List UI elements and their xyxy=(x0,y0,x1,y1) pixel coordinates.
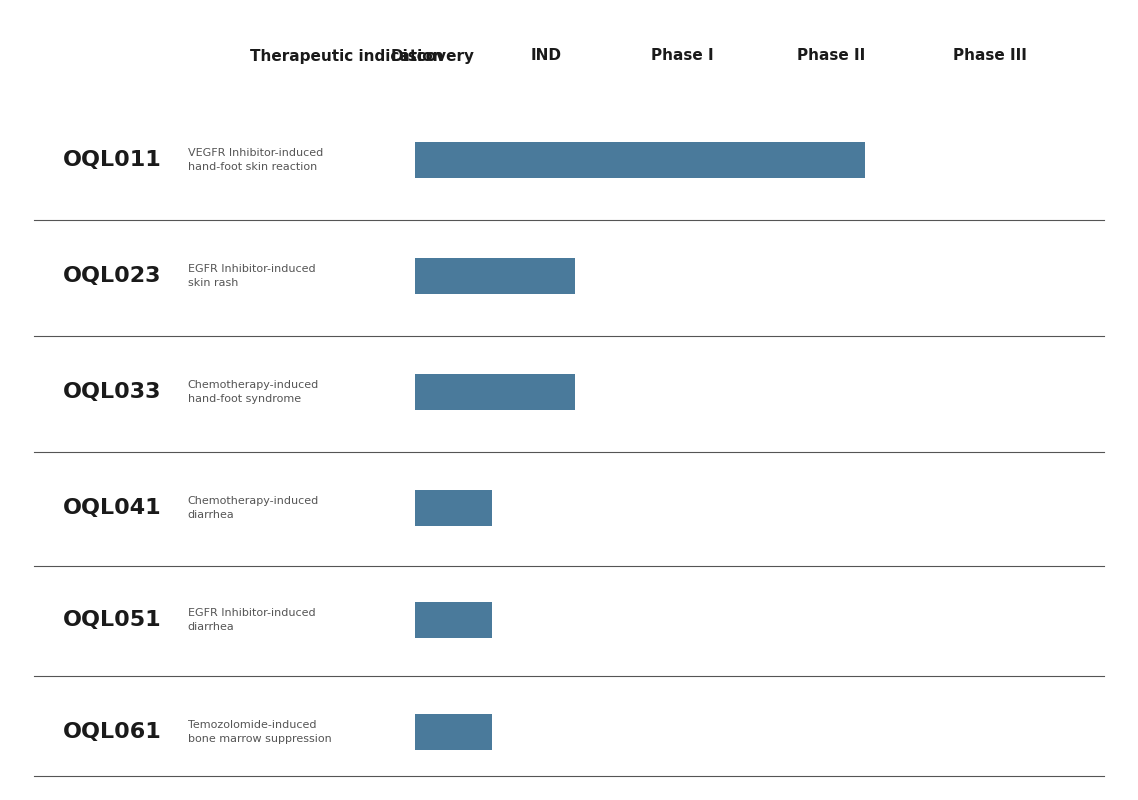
Text: Discovery: Discovery xyxy=(390,49,475,63)
Text: OQL023: OQL023 xyxy=(63,266,162,286)
Text: Therapeutic indication: Therapeutic indication xyxy=(250,49,444,63)
Text: IND: IND xyxy=(530,49,562,63)
Text: Phase II: Phase II xyxy=(797,49,865,63)
Text: EGFR Inhibitor-induced
skin rash: EGFR Inhibitor-induced skin rash xyxy=(188,264,315,288)
Text: Chemotherapy-induced
hand-foot syndrome: Chemotherapy-induced hand-foot syndrome xyxy=(188,380,319,403)
Text: OQL011: OQL011 xyxy=(63,150,162,170)
Text: VEGFR Inhibitor-induced
hand-foot skin reaction: VEGFR Inhibitor-induced hand-foot skin r… xyxy=(188,149,323,172)
FancyBboxPatch shape xyxy=(415,258,575,294)
Text: Chemotherapy-induced
diarrhea: Chemotherapy-induced diarrhea xyxy=(188,496,319,520)
Text: Phase I: Phase I xyxy=(651,49,715,63)
Text: OQL041: OQL041 xyxy=(63,498,162,518)
FancyBboxPatch shape xyxy=(415,374,575,410)
Text: Phase III: Phase III xyxy=(954,49,1026,63)
FancyBboxPatch shape xyxy=(415,142,865,178)
Text: OQL033: OQL033 xyxy=(63,382,162,402)
FancyBboxPatch shape xyxy=(415,602,492,638)
Text: EGFR Inhibitor-induced
diarrhea: EGFR Inhibitor-induced diarrhea xyxy=(188,608,315,632)
Text: OQL061: OQL061 xyxy=(63,722,162,742)
FancyBboxPatch shape xyxy=(415,714,492,750)
FancyBboxPatch shape xyxy=(415,490,492,526)
Text: OQL051: OQL051 xyxy=(63,610,162,630)
Text: Temozolomide-induced
bone marrow suppression: Temozolomide-induced bone marrow suppres… xyxy=(188,720,331,744)
